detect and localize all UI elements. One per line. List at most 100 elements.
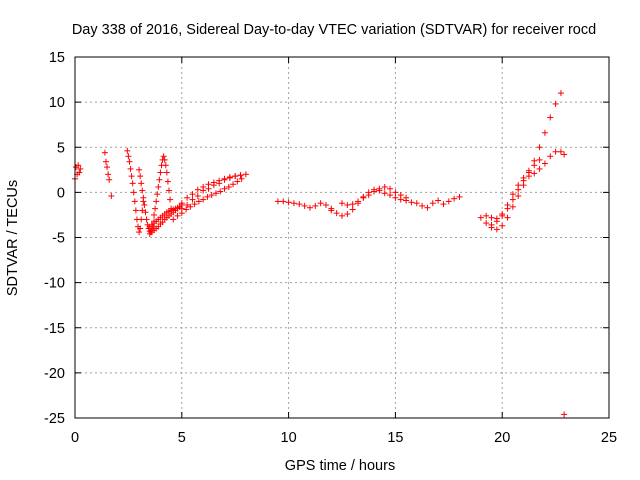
data-point	[371, 188, 378, 195]
data-point	[75, 162, 82, 169]
data-point	[349, 201, 356, 208]
data-point	[381, 183, 388, 190]
data-point	[339, 212, 345, 219]
data-point	[157, 169, 164, 176]
data-point	[387, 192, 394, 199]
data-point	[137, 173, 144, 180]
y-tick-label: -5	[52, 231, 65, 247]
data-points	[72, 90, 568, 418]
data-point	[130, 189, 137, 196]
data-point	[102, 158, 109, 165]
data-point	[189, 196, 196, 203]
data-point	[232, 173, 239, 180]
data-point	[155, 183, 162, 190]
data-point	[397, 192, 404, 199]
data-point	[230, 181, 237, 188]
data-point	[488, 221, 495, 228]
data-point	[183, 206, 190, 213]
data-point	[483, 220, 490, 227]
data-point	[290, 200, 297, 207]
y-tick-label: -25	[44, 411, 65, 427]
data-point	[184, 194, 191, 201]
data-point	[557, 90, 564, 97]
data-point	[429, 200, 436, 207]
data-point	[440, 201, 447, 208]
data-point	[126, 158, 133, 165]
data-point	[525, 173, 532, 180]
grid	[75, 57, 609, 418]
data-point	[170, 216, 177, 223]
data-point	[184, 202, 191, 209]
data-point	[557, 148, 564, 155]
data-point	[167, 196, 174, 203]
data-point	[136, 166, 143, 173]
data-point	[525, 167, 532, 174]
data-point	[285, 199, 292, 206]
data-point	[477, 214, 484, 221]
data-point	[531, 170, 538, 177]
data-point	[413, 200, 420, 207]
data-point	[456, 193, 463, 200]
data-point	[178, 210, 185, 217]
data-point	[221, 175, 228, 182]
data-point	[531, 162, 538, 169]
data-point	[509, 203, 516, 210]
data-point	[200, 183, 207, 190]
data-point	[306, 204, 313, 211]
data-point	[178, 200, 185, 207]
data-point	[387, 185, 394, 192]
data-point	[221, 185, 228, 192]
y-tick-label: 10	[49, 95, 65, 111]
data-point	[504, 214, 511, 221]
data-point	[493, 218, 500, 225]
data-point	[451, 195, 458, 202]
data-point	[312, 202, 319, 209]
data-point	[365, 192, 372, 199]
y-tick-label: 0	[57, 185, 65, 201]
data-point	[108, 192, 115, 199]
data-point	[152, 205, 159, 212]
data-point	[163, 169, 170, 176]
data-point	[77, 165, 84, 172]
data-point	[217, 188, 224, 195]
x-axis-label: GPS time / hours	[285, 458, 395, 474]
data-point	[151, 211, 158, 218]
data-point	[520, 174, 527, 181]
data-point	[541, 129, 548, 136]
data-point	[138, 180, 145, 187]
data-point	[547, 153, 554, 160]
data-point	[138, 216, 145, 223]
data-point	[333, 210, 340, 217]
data-point	[499, 211, 506, 218]
data-point	[238, 175, 245, 182]
data-point	[154, 191, 161, 198]
data-point	[561, 411, 568, 418]
data-point	[237, 172, 244, 179]
data-point	[104, 164, 111, 171]
data-point	[536, 156, 543, 163]
data-point	[392, 189, 399, 196]
data-point	[509, 191, 516, 198]
data-point	[212, 190, 219, 197]
data-point	[488, 214, 495, 221]
y-axis-label: SDTVAR / TECUs	[5, 180, 21, 296]
data-point	[376, 185, 383, 192]
data-point	[137, 225, 144, 232]
data-point	[128, 173, 135, 180]
data-point	[561, 151, 568, 158]
data-point	[349, 206, 356, 213]
data-point	[191, 201, 198, 208]
data-point	[339, 200, 345, 207]
data-point	[445, 198, 452, 205]
x-tick-label: 25	[601, 430, 617, 446]
data-point	[344, 202, 351, 209]
data-point	[139, 187, 146, 194]
x-tick-label: 5	[178, 430, 186, 446]
data-point	[105, 171, 112, 178]
data-point	[165, 187, 172, 194]
data-point	[76, 169, 83, 176]
data-point	[280, 198, 287, 205]
data-point	[493, 226, 500, 233]
data-point	[504, 202, 511, 209]
data-point	[139, 207, 146, 214]
